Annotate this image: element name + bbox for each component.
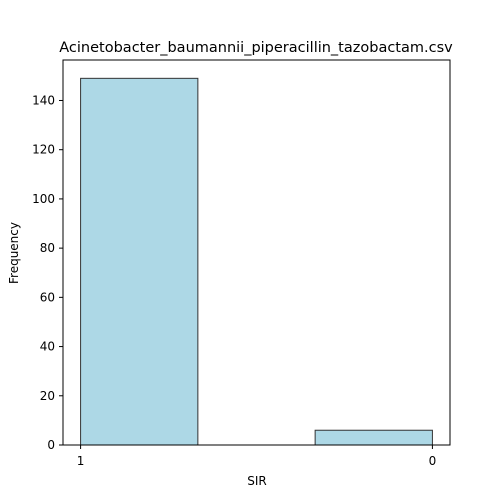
plot-frame — [62, 59, 451, 446]
y-tick-label: 20 — [40, 389, 55, 403]
y-tick-label: 120 — [32, 143, 55, 157]
y-axis-label: Frequency — [7, 222, 21, 284]
y-tick-label: 80 — [40, 241, 55, 255]
y-tick-label: 60 — [40, 290, 55, 304]
bar-1 — [80, 77, 199, 446]
y-tick-label: 140 — [32, 93, 55, 107]
x-axis-label: SIR — [247, 474, 267, 488]
bar-0 — [314, 429, 433, 446]
bars-group — [80, 77, 433, 446]
y-tick-label: 100 — [32, 192, 55, 206]
x-tick-label: 1 — [77, 454, 85, 468]
chart-title: Acinetobacter_baumannii_piperacillin_taz… — [59, 40, 453, 56]
y-tick-label: 40 — [40, 340, 55, 354]
x-tick-label: 0 — [429, 454, 437, 468]
y-tick-label: 0 — [47, 438, 55, 452]
y-axis-ticks: 0 20 40 60 80 100 120 140 — [32, 93, 63, 452]
